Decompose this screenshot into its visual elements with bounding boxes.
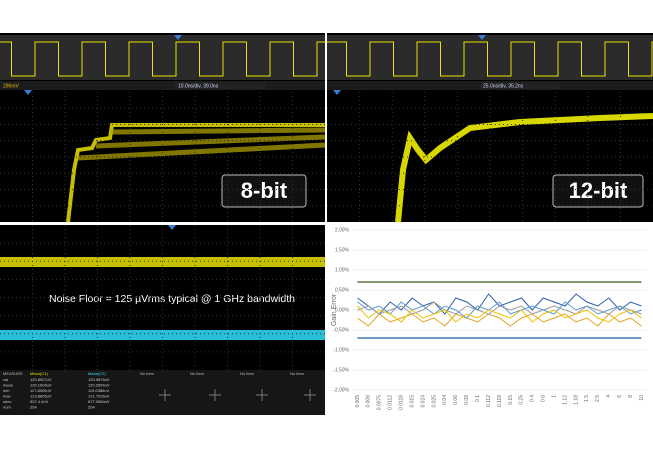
table-cell: mean [3, 383, 13, 388]
table-cell: min [3, 388, 9, 393]
x-tick-label: 1.18 [573, 395, 579, 405]
x-tick-label: 1.5 [584, 395, 590, 402]
badge [221, 174, 307, 208]
x-tick-label: 6 [617, 395, 623, 398]
x-tick-label: 0.0075 [377, 395, 383, 411]
timebase-box [175, 82, 265, 89]
table-header: Mean(C2) [88, 371, 106, 376]
trigger-marker [24, 90, 32, 95]
table-header: MEASURE [3, 371, 23, 376]
scale-label: 296mV [3, 83, 20, 89]
timebase-label: 10.0ns/div, 39.0ns [178, 83, 219, 89]
table-cell: sdev [3, 399, 11, 404]
table-cell: 120.1009uV [30, 383, 52, 388]
x-tick-label: 0.25 [519, 395, 525, 405]
y-axis-label: Gain Error [331, 293, 338, 326]
table-cell: 117.8009uV [30, 388, 52, 393]
table-cell: 907.4.4nV [30, 399, 49, 404]
x-tick-label: 1.12 [562, 395, 568, 405]
x-tick-label: 0.6 [541, 395, 547, 402]
x-tick-label: 0.112 [486, 395, 492, 407]
noise-trace [0, 330, 325, 340]
table-header: Mean(C1) [30, 371, 48, 376]
waveform [66, 123, 325, 223]
x-tick-label: 0.025 [431, 395, 437, 408]
table-cell: 120.8907uV [30, 377, 52, 382]
series-line [357, 305, 642, 323]
square-wave [327, 41, 653, 77]
table-header: No Item [290, 371, 305, 376]
table-cell: 121.7026uV [88, 394, 110, 399]
status-bar [0, 81, 325, 90]
series-line [357, 301, 642, 315]
x-tick-label: 0.1 [475, 395, 481, 402]
x-tick-label: 0.4 [530, 395, 536, 402]
series-line [357, 313, 642, 327]
x-tick-label: 0.015 [409, 395, 415, 408]
y-tick-label: -2.00% [333, 387, 349, 393]
timebase-label: 25.0ns/div, 35.2ns [483, 83, 524, 89]
x-tick-label: 1 [551, 395, 557, 398]
trigger-marker [168, 225, 176, 230]
timebase-box [480, 82, 560, 89]
badge-label: 12-bit [569, 178, 628, 203]
square-wave [0, 41, 325, 77]
table-cell: 120.2854uV [88, 383, 110, 388]
waveform-persistence [77, 127, 326, 161]
waveform [395, 113, 653, 223]
x-tick-label: 0.0112 [388, 395, 394, 410]
x-tick-label: 0.04 [442, 395, 448, 405]
table-cell: 677.0584nV [88, 399, 110, 404]
trigger-marker [174, 35, 182, 40]
x-tick-label: 0.08 [464, 395, 470, 405]
y-tick-label: 1.50% [335, 247, 350, 253]
badge [552, 174, 644, 208]
table-cell: max [3, 394, 11, 399]
table-header: No Item [140, 371, 155, 376]
y-tick-label: -1.50% [333, 367, 349, 373]
x-tick-label: 0.06 [453, 395, 459, 405]
chart: 2.00% 1.50% 1.00% 0.50% 0.00% -0.50% -1.00% -1.… [333, 227, 647, 410]
y-tick-label: 2.00% [335, 227, 350, 233]
x-tick-label: 8 [628, 395, 634, 398]
table-cell: 254 [88, 405, 95, 410]
x-tick-label: 0.15 [508, 395, 514, 405]
y-tick-label: -1.00% [333, 347, 349, 353]
x-tick-label: 4 [606, 395, 612, 398]
y-tick-label: 0.00% [335, 307, 350, 313]
y-tick-label: -0.50% [333, 327, 349, 333]
table-header: No Item [240, 371, 255, 376]
x-tick-label: 0.006 [366, 395, 372, 408]
table-cell: 123.8805uV [30, 394, 52, 399]
y-tick-label: 0.50% [335, 287, 350, 293]
chart-panel [327, 225, 653, 415]
table-cell: 254 [30, 405, 37, 410]
table-cell: num [3, 405, 11, 410]
trigger-marker [478, 35, 486, 40]
x-tick-label: 0.0118 [398, 395, 404, 410]
x-tick-label: 2.5 [595, 395, 601, 402]
badge-label: 8-bit [241, 178, 288, 203]
measure-table [0, 370, 325, 415]
table-cell: 120.9876uV [88, 377, 110, 382]
table-header: No Item [190, 371, 205, 376]
table-body: MEASURE Mean(C1) Mean(C2) No Item No Item No … [3, 371, 316, 410]
x-tick-label: 0.118 [497, 395, 503, 407]
table-cell: 119.0386uV [88, 388, 110, 393]
x-tick-label: 10 [639, 395, 645, 401]
x-tick-label: 0.005 [355, 395, 361, 408]
series-line [357, 301, 642, 319]
x-tick-label: 0.024 [420, 395, 426, 408]
table-cell: val [3, 377, 8, 382]
y-tick-label: 1.00% [335, 267, 350, 273]
trigger-marker [333, 90, 341, 95]
caption: Noise Floor = 125 µVrms typical @ 1 GHz … [49, 293, 295, 305]
